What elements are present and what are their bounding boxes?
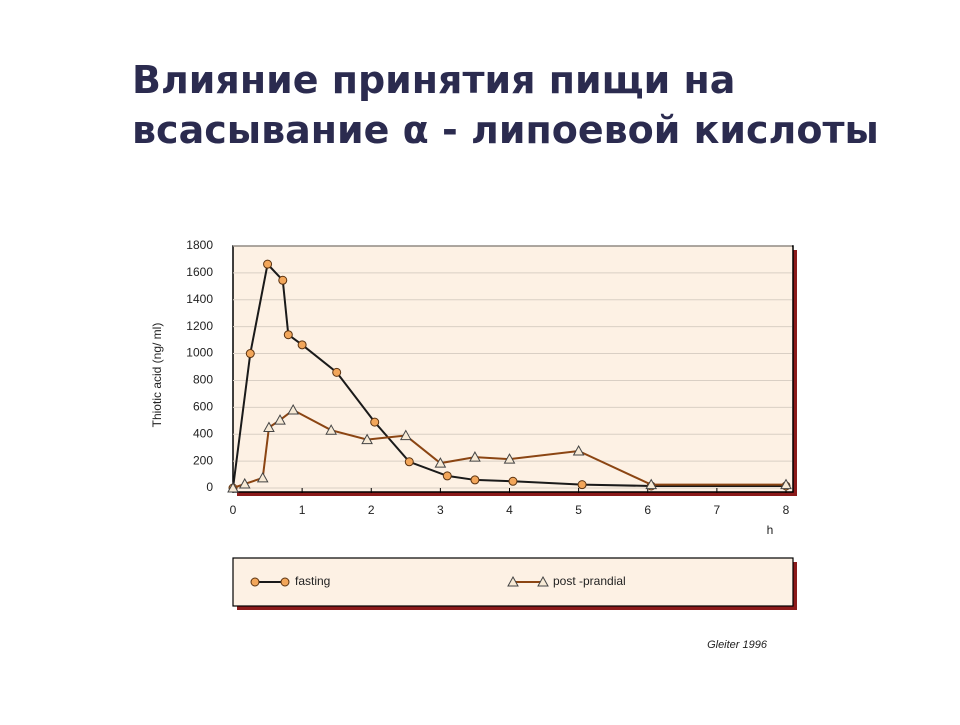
marker xyxy=(283,330,293,340)
marker xyxy=(442,471,452,481)
x-tick-label: 5 xyxy=(575,503,582,517)
y-axis-label: Thiotic acid (ng/ ml) xyxy=(150,323,164,428)
legend-label: fasting xyxy=(295,574,330,588)
marker xyxy=(404,457,414,467)
marker xyxy=(469,451,481,462)
x-tick-label: 7 xyxy=(714,503,721,517)
marker xyxy=(503,453,516,464)
y-tick-label: 1800 xyxy=(186,238,213,252)
legend-marker xyxy=(250,577,260,587)
legend-marker xyxy=(537,575,549,587)
legend-box xyxy=(232,557,794,607)
marker xyxy=(434,457,447,468)
title-line-2: всасывание α - липоевой кислоты xyxy=(132,108,879,152)
legend-marker xyxy=(507,575,519,587)
y-tick-label: 0 xyxy=(206,480,213,494)
title-line-1: Влияние принятия пищи на xyxy=(132,58,735,102)
marker xyxy=(780,478,792,490)
x-tick-label: 4 xyxy=(506,503,513,517)
marker xyxy=(572,444,585,456)
marker xyxy=(399,429,412,441)
marker xyxy=(361,433,373,445)
marker xyxy=(297,340,307,350)
y-tick-label: 800 xyxy=(193,373,213,387)
marker xyxy=(508,476,518,486)
marker xyxy=(256,471,269,483)
marker xyxy=(325,424,338,435)
marker xyxy=(227,481,239,493)
marker xyxy=(278,275,288,285)
marker xyxy=(245,349,255,359)
legend-marker xyxy=(280,577,290,587)
marker xyxy=(263,421,275,432)
y-tick-label: 200 xyxy=(193,453,213,467)
y-tick-label: 1600 xyxy=(186,265,213,279)
y-tick-label: 400 xyxy=(193,426,213,440)
x-tick-label: 3 xyxy=(437,503,444,517)
x-tick-label: 2 xyxy=(368,503,375,517)
x-tick-label: 8 xyxy=(783,503,790,517)
plot: 0 200 400 600 800 1000 1200 1400 1600 1800 0 1 2 3 4 5 6… xyxy=(186,238,792,588)
x-tick-label: 6 xyxy=(644,503,651,517)
x-tick-label: 1 xyxy=(299,503,306,517)
marker xyxy=(645,478,658,490)
legend-label: post -prandial xyxy=(553,574,626,588)
plot-area xyxy=(232,245,794,493)
marker xyxy=(238,477,251,489)
marker xyxy=(370,417,380,427)
y-tick-label: 1200 xyxy=(186,319,213,333)
y-tick-label: 600 xyxy=(193,400,213,414)
marker xyxy=(263,259,273,269)
x-tick-label: 0 xyxy=(230,503,237,517)
x-axis-label: h xyxy=(767,523,774,537)
y-tick-label: 1400 xyxy=(186,292,213,306)
marker xyxy=(577,480,587,490)
marker xyxy=(470,475,480,485)
y-tick-label: 1000 xyxy=(186,346,213,360)
marker xyxy=(332,367,342,377)
marker xyxy=(287,403,299,415)
source-note: Gleiter 1996 xyxy=(707,639,768,651)
marker xyxy=(274,414,286,425)
